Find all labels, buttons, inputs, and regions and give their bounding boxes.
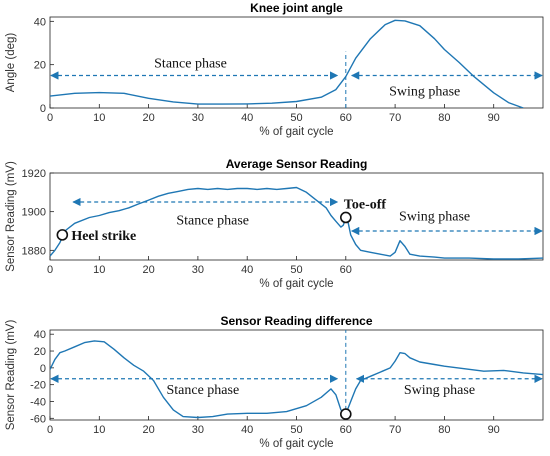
x-tick-label: 90 bbox=[488, 112, 500, 124]
y-tick-label: 20 bbox=[34, 346, 46, 358]
y-tick-label: 1880 bbox=[22, 245, 46, 257]
x-tick-label: 40 bbox=[241, 424, 253, 436]
y-tick-label: -20 bbox=[30, 380, 46, 392]
x-tick-label: 10 bbox=[93, 112, 105, 124]
y-tick-label: 1920 bbox=[22, 168, 46, 180]
x-tick-label: 30 bbox=[192, 424, 204, 436]
x-tick-label: 60 bbox=[340, 264, 352, 276]
axes-frame bbox=[49, 329, 544, 421]
x-tick-label: 50 bbox=[290, 264, 302, 276]
phase-label: Stance phase bbox=[166, 383, 239, 398]
phase-label: Swing phase bbox=[404, 383, 475, 398]
x-tick-label: 70 bbox=[389, 424, 401, 436]
event-marker bbox=[339, 211, 352, 224]
chart-title: Average Sensor Reading bbox=[226, 157, 368, 171]
y-tick-label: 0 bbox=[40, 363, 46, 375]
x-tick-label: 80 bbox=[438, 112, 450, 124]
x-tick-label: 40 bbox=[241, 112, 253, 124]
y-tick-label: -60 bbox=[30, 413, 46, 425]
phase-label: Swing phase bbox=[399, 210, 470, 225]
axes-frame bbox=[49, 16, 544, 109]
x-tick-label: 0 bbox=[47, 112, 53, 124]
x-tick-label: 30 bbox=[192, 112, 204, 124]
x-tick-label: 10 bbox=[93, 264, 105, 276]
y-tick-label: 1900 bbox=[22, 207, 46, 219]
average-sensor-chart: Average Sensor Reading 0 10 20 30 40 50 60 1880 1… bbox=[5, 157, 544, 290]
x-axis-label: % of gait cycle bbox=[259, 438, 333, 450]
x-tick-label: 60 bbox=[340, 424, 352, 436]
x-axis-label: % of gait cycle bbox=[259, 126, 333, 138]
x-tick-label: 20 bbox=[142, 112, 154, 124]
event-marker bbox=[56, 229, 69, 241]
x-tick-label: 50 bbox=[290, 112, 302, 124]
chart-title: Sensor Reading difference bbox=[220, 314, 372, 328]
event-label: Toe-off bbox=[344, 197, 387, 212]
x-tick-label: 50 bbox=[290, 424, 302, 436]
x-tick-label: 60 bbox=[340, 112, 352, 124]
y-tick-label: 40 bbox=[34, 329, 46, 341]
event-marker bbox=[339, 408, 352, 420]
x-tick-label: 20 bbox=[142, 424, 154, 436]
x-axis-label: % of gait cycle bbox=[259, 278, 333, 290]
y-tick-label: 0 bbox=[40, 103, 46, 115]
knee-angle-chart: Knee joint angle 0 10 20 30 40 50 60 70 80 90 0 20 40… bbox=[5, 1, 544, 138]
x-tick-label: 80 bbox=[438, 424, 450, 436]
y-axis-label: Sensor Reading (mV) bbox=[5, 161, 17, 272]
x-tick-label: 70 bbox=[389, 112, 401, 124]
x-tick-label: 0 bbox=[47, 264, 53, 276]
sensor-difference-chart: Sensor Reading difference 0 10 20 30 40 50 60 70… bbox=[5, 314, 544, 450]
x-tick-label: 10 bbox=[93, 424, 105, 436]
series-line bbox=[50, 186, 543, 260]
x-tick-label: 40 bbox=[241, 264, 253, 276]
x-tick-label: 20 bbox=[142, 264, 154, 276]
x-tick-label: 90 bbox=[488, 424, 500, 436]
phase-label: Stance phase bbox=[154, 57, 227, 72]
x-tick-label: 0 bbox=[47, 424, 53, 436]
series-line bbox=[50, 340, 543, 419]
y-tick-label: -40 bbox=[30, 396, 46, 408]
y-tick-label: 20 bbox=[34, 60, 46, 72]
y-axis-label: Angle (deg) bbox=[5, 33, 17, 93]
phase-label: Stance phase bbox=[176, 213, 249, 228]
phase-label: Swing phase bbox=[389, 85, 460, 100]
y-axis-label: Sensor Reading (mV) bbox=[5, 320, 17, 431]
chart-title: Knee joint angle bbox=[250, 1, 343, 15]
x-tick-label: 30 bbox=[192, 264, 204, 276]
y-tick-label: 40 bbox=[34, 16, 46, 28]
event-label: Heel strike bbox=[71, 229, 136, 244]
